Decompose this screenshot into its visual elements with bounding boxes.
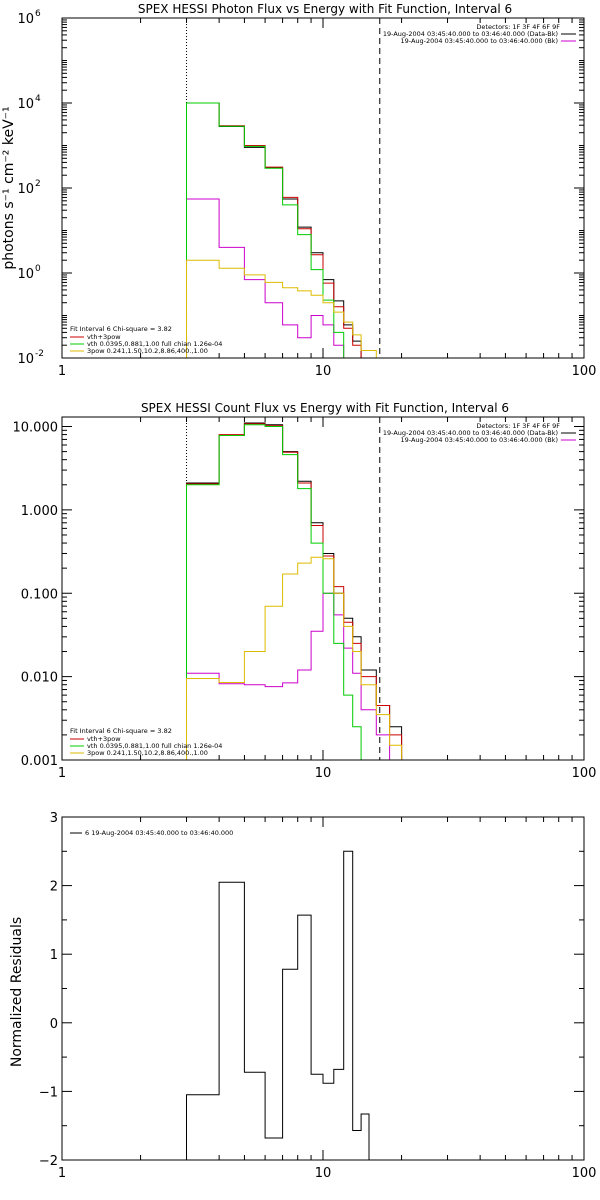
photon-legend-vth-label: vth 0.0395,0.881,1.00 full chian 1.26e-0… xyxy=(87,340,222,348)
photon-legend-bottom-left: Fit Interval 6 Chi-square = 3.82 vth+3po… xyxy=(70,325,222,355)
count-y-tick-label: 0.100 xyxy=(21,587,58,602)
photon-series-3pow xyxy=(186,259,390,359)
count-legend-bk-label: 19-Aug-2004 03:45:40.000 to 03:46:40.000… xyxy=(401,436,558,444)
photon-legend-detectors: Detectors: 1F 3F 4F 6F 9F xyxy=(476,23,560,31)
residuals-y-tick-label: 2 xyxy=(50,880,58,895)
count-reference-lines xyxy=(186,417,381,760)
photon-x-tick-labels: 1 10 100 xyxy=(58,364,597,379)
count-series-3pow xyxy=(186,556,403,760)
photon-panel-title: SPEX HESSI Photon Flux vs Energy with Fi… xyxy=(138,2,512,16)
residuals-panel: Normalized Residuals 1 10 100 −2 −1 0 1 2 3 6 1… xyxy=(9,811,596,1181)
photon-y-axis-label: photons s⁻¹ cm⁻² keV⁻¹ xyxy=(1,106,17,269)
residuals-y-tick-label: 0 xyxy=(50,1017,58,1032)
photon-y-tick-label: 10 xyxy=(17,267,34,282)
photon-x-tick-label: 100 xyxy=(572,364,597,379)
residuals-y-tick-label: 3 xyxy=(50,811,58,826)
residuals-y-tick-label: −1 xyxy=(39,1085,58,1100)
count-y-tick-labels: 0.001 0.010 0.100 1.000 10.000 xyxy=(13,421,59,769)
count-axis-ticks xyxy=(61,417,584,761)
photon-x-tick-label: 10 xyxy=(315,364,332,379)
count-legend-bottom-left: Fit Interval 6 Chi-square = 3.82 vth+3po… xyxy=(70,727,222,757)
photon-series xyxy=(186,102,390,359)
count-series-bk xyxy=(186,592,402,761)
photon-y-tick-label: 10 xyxy=(17,97,34,112)
photon-y-tick-label: 10 xyxy=(17,12,34,27)
count-legend-vth-label: vth 0.0395,0.881,1.00 full chian 1.26e-0… xyxy=(87,742,222,750)
count-x-tick-label: 1 xyxy=(58,766,66,781)
photon-x-tick-label: 1 xyxy=(58,364,66,379)
count-legend-top-right: Detectors: 1F 3F 4F 6F 9F 19-Aug-2004 03… xyxy=(383,422,576,444)
count-x-tick-label: 10 xyxy=(315,766,332,781)
residuals-series-series xyxy=(186,850,370,1160)
residuals-y-tick-label: 1 xyxy=(50,948,58,963)
count-panel-title: SPEX HESSI Count Flux vs Energy with Fit… xyxy=(141,401,509,415)
residuals-series xyxy=(186,850,370,1160)
photon-series-data-bk xyxy=(186,102,390,359)
count-legend-fit-header: Fit Interval 6 Chi-square = 3.82 xyxy=(70,727,172,735)
residuals-legend-label: 6 19-Aug-2004 03:45:40.000 to 03:46:40.0… xyxy=(85,829,233,837)
residuals-x-tick-label: 100 xyxy=(572,1166,597,1181)
photon-flux-panel: SPEX HESSI Photon Flux vs Energy with Fi… xyxy=(1,2,596,379)
count-y-tick-label: 0.001 xyxy=(21,754,58,769)
photon-y-tick-label: 10 xyxy=(17,352,34,367)
count-y-tick-label: 1.000 xyxy=(21,504,58,519)
photon-legend-vth3pow-label: vth+3pow xyxy=(87,333,121,341)
photon-legend-bk-label: 19-Aug-2004 03:45:40.000 to 03:46:40.000… xyxy=(401,37,558,45)
count-legend-vth3pow-label: vth+3pow xyxy=(87,735,121,743)
count-y-tick-label: 0.010 xyxy=(21,671,58,686)
photon-y-tick-exponent: 2 xyxy=(35,179,41,189)
count-legend-3pow-label: 3pow 0.241,1.50,10.2,8.86,400.,1.00 xyxy=(87,749,208,757)
photon-legend-fit-header: Fit Interval 6 Chi-square = 3.82 xyxy=(70,325,172,333)
photon-y-tick-exponent: -2 xyxy=(35,349,44,359)
residuals-axis-ticks xyxy=(61,816,584,1161)
count-x-tick-label: 100 xyxy=(572,766,597,781)
photon-series-vth xyxy=(186,102,390,359)
photon-y-tick-exponent: 6 xyxy=(35,9,41,19)
photon-legend-3pow-label: 3pow 0.241,1.50,10.2,8.86,400.,1.00 xyxy=(87,347,208,355)
photon-y-tick-exponent: 4 xyxy=(35,94,41,104)
residuals-x-tick-label: 10 xyxy=(315,1166,332,1181)
photon-y-tick-label: 10 xyxy=(17,182,34,197)
count-x-tick-labels: 1 10 100 xyxy=(58,766,597,781)
residuals-y-tick-label: −2 xyxy=(39,1154,58,1169)
photon-axis-ticks xyxy=(61,17,584,359)
count-y-tick-label: 10.000 xyxy=(13,421,59,436)
count-legend-detectors: Detectors: 1F 3F 4F 6F 9F xyxy=(476,422,560,430)
count-legend-data-bk-label: 19-Aug-2004 03:45:40.000 to 03:46:40.000… xyxy=(383,429,558,437)
count-plot-frame xyxy=(61,416,585,761)
count-flux-panel: SPEX HESSI Count Flux vs Energy with Fit… xyxy=(13,401,597,781)
count-series xyxy=(186,422,403,761)
photon-series-bk xyxy=(186,198,390,359)
residuals-y-axis-label: Normalized Residuals xyxy=(9,917,25,1067)
residuals-x-tick-labels: 1 10 100 xyxy=(58,1166,597,1181)
photon-legend-data-bk-label: 19-Aug-2004 03:45:40.000 to 03:46:40.000… xyxy=(383,30,558,38)
count-series-vth xyxy=(186,424,402,761)
residuals-y-tick-labels: −2 −1 0 1 2 3 xyxy=(39,811,58,1169)
photon-series-vth-3pow xyxy=(186,102,390,359)
photon-reference-lines xyxy=(186,18,381,358)
residuals-x-tick-label: 1 xyxy=(58,1166,66,1181)
photon-plot-frame xyxy=(61,17,585,359)
residuals-plot-frame xyxy=(61,816,585,1161)
photon-y-tick-exponent: 0 xyxy=(35,264,41,274)
photon-legend-top-right: Detectors: 1F 3F 4F 6F 9F 19-Aug-2004 03… xyxy=(383,23,576,45)
residuals-legend: 6 19-Aug-2004 03:45:40.000 to 03:46:40.0… xyxy=(70,829,233,837)
